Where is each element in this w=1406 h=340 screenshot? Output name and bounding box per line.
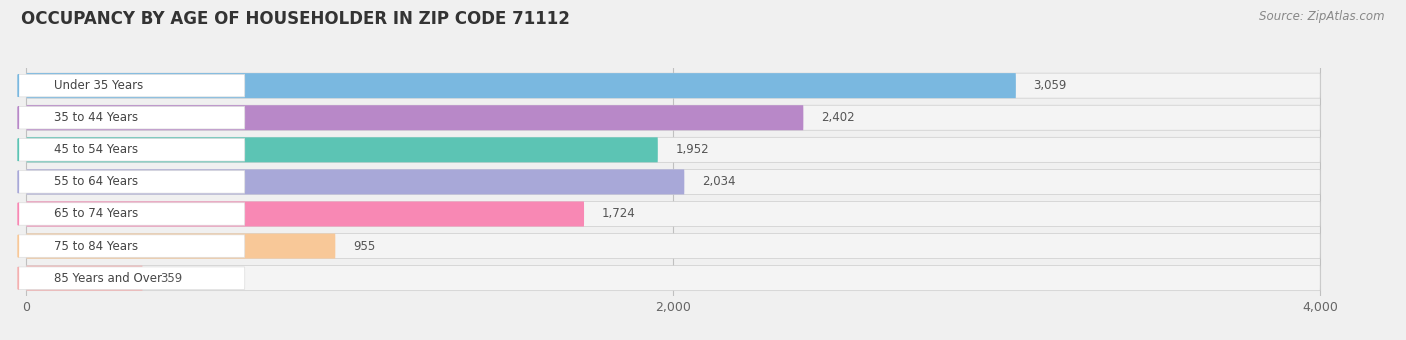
Text: OCCUPANCY BY AGE OF HOUSEHOLDER IN ZIP CODE 71112: OCCUPANCY BY AGE OF HOUSEHOLDER IN ZIP C… [21,10,569,28]
Text: 1,952: 1,952 [676,143,709,156]
Text: 75 to 84 Years: 75 to 84 Years [53,240,138,253]
Text: 2,034: 2,034 [702,175,735,188]
FancyBboxPatch shape [27,234,1320,259]
FancyBboxPatch shape [27,234,335,259]
FancyBboxPatch shape [18,106,245,129]
FancyBboxPatch shape [18,171,245,193]
FancyBboxPatch shape [27,73,1017,98]
FancyBboxPatch shape [27,202,1320,226]
Text: 359: 359 [160,272,183,285]
Text: 1,724: 1,724 [602,207,636,220]
FancyBboxPatch shape [27,73,1320,98]
FancyBboxPatch shape [18,267,245,289]
FancyBboxPatch shape [27,105,803,130]
FancyBboxPatch shape [27,202,583,226]
Text: 85 Years and Over: 85 Years and Over [53,272,162,285]
Text: 65 to 74 Years: 65 to 74 Years [53,207,138,220]
Text: 35 to 44 Years: 35 to 44 Years [53,111,138,124]
FancyBboxPatch shape [18,74,245,97]
Text: 55 to 64 Years: 55 to 64 Years [53,175,138,188]
FancyBboxPatch shape [18,203,245,225]
Text: Source: ZipAtlas.com: Source: ZipAtlas.com [1260,10,1385,23]
FancyBboxPatch shape [18,139,245,161]
FancyBboxPatch shape [27,137,658,162]
FancyBboxPatch shape [18,235,245,257]
FancyBboxPatch shape [27,137,1320,162]
FancyBboxPatch shape [27,266,142,291]
FancyBboxPatch shape [27,105,1320,130]
FancyBboxPatch shape [27,169,685,194]
Text: 3,059: 3,059 [1033,79,1067,92]
FancyBboxPatch shape [27,266,1320,291]
FancyBboxPatch shape [27,169,1320,194]
Text: 955: 955 [353,240,375,253]
Text: 45 to 54 Years: 45 to 54 Years [53,143,138,156]
Text: Under 35 Years: Under 35 Years [53,79,143,92]
Text: 2,402: 2,402 [821,111,855,124]
